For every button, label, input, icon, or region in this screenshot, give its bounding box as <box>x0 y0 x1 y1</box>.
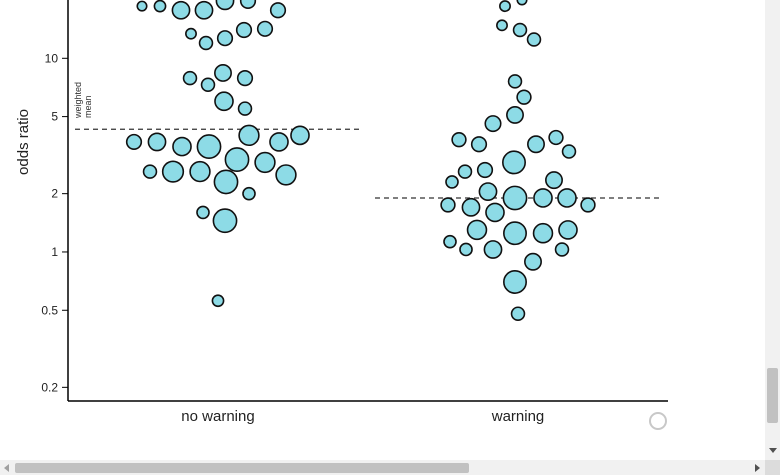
bubble-point[interactable] <box>256 20 274 37</box>
bubble-point[interactable] <box>478 182 498 201</box>
bubble-point[interactable] <box>484 115 502 133</box>
bubble-point[interactable] <box>503 269 527 294</box>
bubble-point[interactable] <box>445 175 459 189</box>
bubble-point[interactable] <box>558 220 578 240</box>
bubble-point[interactable] <box>533 188 553 208</box>
bubble-point[interactable] <box>466 219 488 241</box>
y-axis-ticks: 0.2 0.5 1 2 5 10 <box>41 51 68 394</box>
reference-lines <box>75 128 662 199</box>
bubble-point[interactable] <box>510 306 526 321</box>
bubble-point[interactable] <box>171 0 191 20</box>
bubble-point[interactable] <box>224 147 250 172</box>
bubble-point[interactable] <box>153 0 167 13</box>
bubble-point[interactable] <box>194 0 214 20</box>
bubble-point[interactable] <box>235 21 253 39</box>
y-tick-label: 0.2 <box>41 380 58 394</box>
bubble-point[interactable] <box>443 234 457 249</box>
bubble-point[interactable] <box>561 144 577 159</box>
bubble-point[interactable] <box>485 202 505 223</box>
y-tick-label: 2 <box>51 187 58 201</box>
bubble-layer <box>125 0 596 321</box>
bubble-point[interactable] <box>440 197 456 213</box>
mean-label-line1: weighted <box>73 82 83 119</box>
bubble-point[interactable] <box>214 63 232 82</box>
bubble-point[interactable] <box>516 89 532 105</box>
scrollbar-corner <box>765 460 780 475</box>
bubble-point[interactable] <box>182 70 198 86</box>
y-tick-label: 1 <box>51 245 58 259</box>
bubble-point[interactable] <box>290 125 310 146</box>
bubble-point[interactable] <box>527 135 545 154</box>
category-label-warning: warning <box>491 408 545 425</box>
bubble-point[interactable] <box>580 197 596 213</box>
bubble-point[interactable] <box>275 164 297 186</box>
bubble-point[interactable] <box>557 188 577 208</box>
bubble-point[interactable] <box>236 70 254 87</box>
scroll-down-arrow-icon[interactable] <box>769 448 777 453</box>
bubble-point[interactable] <box>516 0 528 6</box>
bubble-point[interactable] <box>213 169 239 195</box>
bubble-point[interactable] <box>136 0 148 12</box>
bubble-point[interactable] <box>237 101 253 116</box>
bubble-point[interactable] <box>524 252 542 271</box>
vertical-scroll-thumb[interactable] <box>767 368 778 423</box>
bubble-point[interactable] <box>470 136 488 153</box>
bubble-point[interactable] <box>238 124 260 147</box>
bubble-point[interactable] <box>554 242 570 257</box>
y-tick-label: 10 <box>45 51 59 65</box>
odds-ratio-chart: 0.2 0.5 1 2 5 10 odds ratio weighted mean no … <box>15 0 668 425</box>
bubble-point[interactable] <box>476 161 494 179</box>
bubble-point[interactable] <box>125 133 143 151</box>
bubble-point[interactable] <box>451 132 467 148</box>
bubble-point[interactable] <box>512 22 528 38</box>
mean-label-line2: mean <box>83 95 93 118</box>
horizontal-scroll-thumb[interactable] <box>15 463 469 473</box>
bubble-point[interactable] <box>196 205 210 220</box>
bubble-point[interactable] <box>185 27 197 40</box>
bubble-point[interactable] <box>503 221 527 246</box>
category-label-no-warning: no warning <box>181 408 254 425</box>
bubble-point[interactable] <box>142 164 158 179</box>
bubble-point[interactable] <box>242 186 256 201</box>
bubble-point[interactable] <box>269 2 287 19</box>
scroll-right-arrow-icon[interactable] <box>755 464 760 472</box>
bubble-point[interactable] <box>483 240 503 259</box>
bubble-point[interactable] <box>216 30 234 47</box>
bubble-point[interactable] <box>526 32 542 47</box>
circle-toggle-icon[interactable] <box>649 412 667 430</box>
bubble-point[interactable] <box>548 129 564 146</box>
bubble-point[interactable] <box>147 132 167 152</box>
bubble-point[interactable] <box>506 105 524 124</box>
y-tick-label: 5 <box>51 110 58 124</box>
bubble-point[interactable] <box>198 35 214 51</box>
bubble-point[interactable] <box>200 77 216 93</box>
bubble-point[interactable] <box>239 0 257 9</box>
bubble-point[interactable] <box>532 222 554 244</box>
horizontal-scrollbar[interactable] <box>0 460 765 475</box>
vertical-scrollbar[interactable] <box>765 0 780 462</box>
bubble-point[interactable] <box>172 136 192 157</box>
bubble-point[interactable] <box>507 74 523 89</box>
bubble-point[interactable] <box>269 132 289 152</box>
scroll-left-arrow-icon[interactable] <box>4 464 9 472</box>
bubble-point[interactable] <box>545 171 563 190</box>
bubble-point[interactable] <box>496 19 508 32</box>
y-tick-label: 0.5 <box>41 303 58 317</box>
bubble-point[interactable] <box>254 151 276 174</box>
bubble-point[interactable] <box>499 0 511 13</box>
bubble-point[interactable] <box>502 150 526 175</box>
bubble-point[interactable] <box>196 134 222 160</box>
bubble-point[interactable] <box>214 91 234 112</box>
bubble-point[interactable] <box>189 160 211 183</box>
bubble-point[interactable] <box>459 242 473 257</box>
bubble-point[interactable] <box>215 0 235 11</box>
bubble-point[interactable] <box>457 164 473 179</box>
bubble-point[interactable] <box>161 160 185 183</box>
bubble-point[interactable] <box>461 197 481 217</box>
bubble-point[interactable] <box>212 208 238 234</box>
bubble-point[interactable] <box>211 294 225 308</box>
bubble-point[interactable] <box>502 185 528 211</box>
y-axis-title: odds ratio <box>15 109 32 175</box>
